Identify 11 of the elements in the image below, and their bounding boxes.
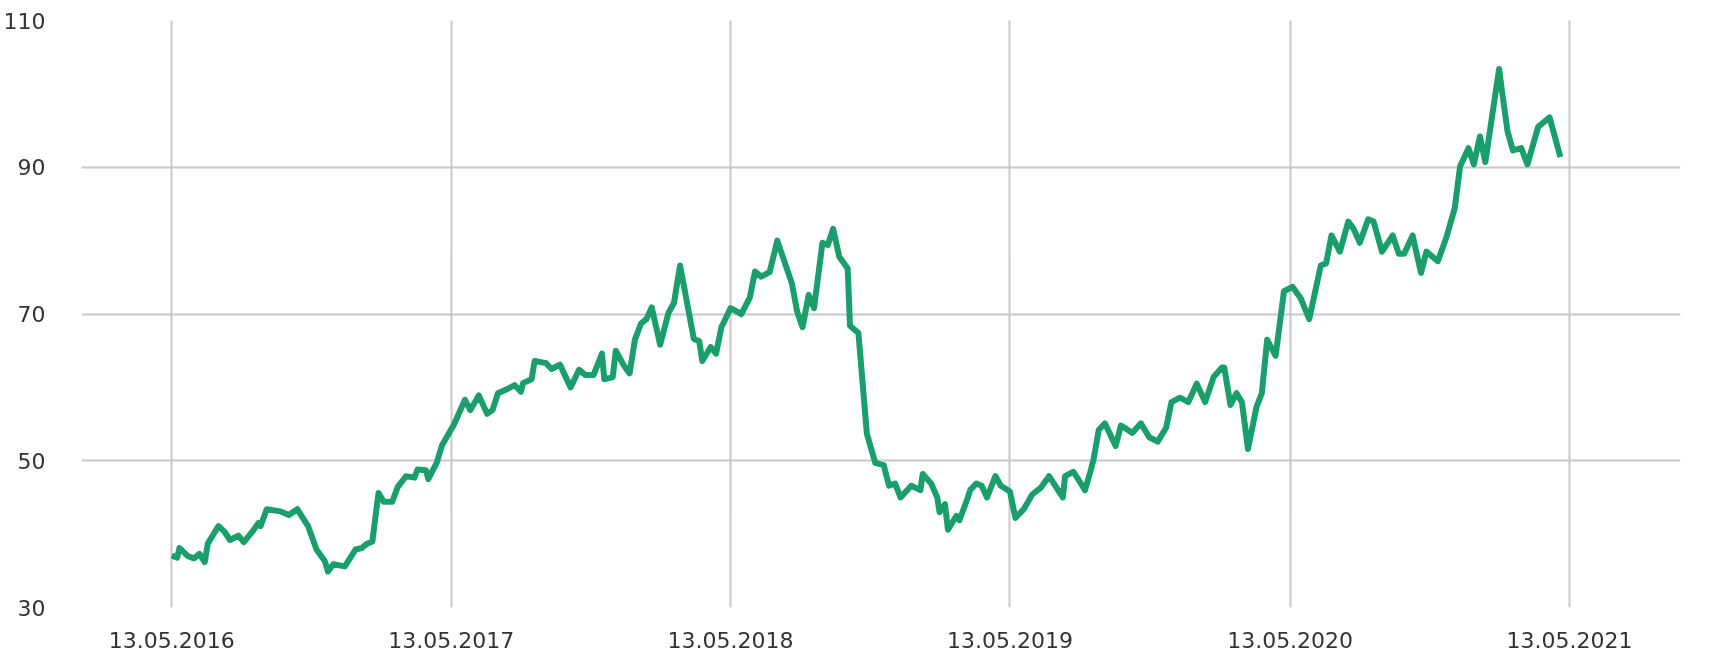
x-tick-label: 13.05.2020 [1227,627,1354,653]
x-tick-label: 13.05.2021 [1506,627,1633,653]
y-tick-label: 70 [17,302,46,327]
x-tick-label: 13.05.2019 [946,627,1073,653]
y-tick-label: 50 [17,448,46,474]
x-tick-label: 13.05.2017 [388,627,515,653]
x-tick-label: 13.05.2018 [667,627,794,653]
y-tick-label: 30 [17,595,46,621]
y-tick-label: 90 [17,155,46,181]
y-tick-label: 110 [3,8,46,34]
x-tick-label: 13.05.2016 [108,627,235,653]
